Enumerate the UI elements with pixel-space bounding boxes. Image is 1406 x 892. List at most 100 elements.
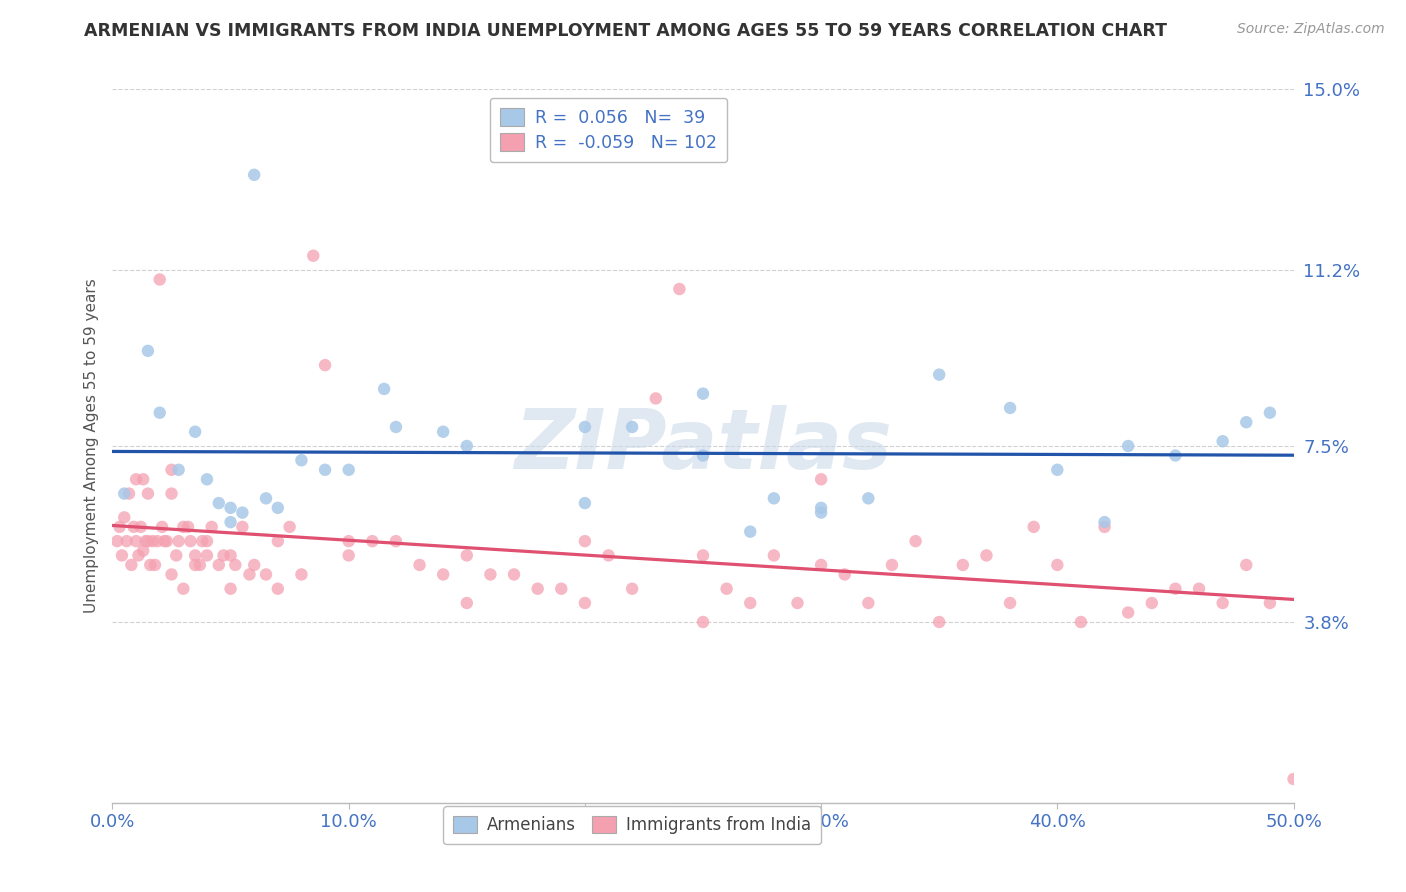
Point	[201, 520, 224, 534]
Point	[129, 520, 152, 534]
Point	[361, 534, 384, 549]
Point	[153, 534, 176, 549]
Point	[127, 549, 149, 563]
Point	[125, 534, 148, 549]
Point	[267, 500, 290, 515]
Point	[810, 558, 832, 572]
Point	[1022, 520, 1045, 534]
Point	[1164, 582, 1187, 596]
Point	[120, 558, 142, 572]
Point	[1234, 415, 1257, 429]
Point	[150, 520, 173, 534]
Text: ZIPatlas: ZIPatlas	[515, 406, 891, 486]
Point	[191, 534, 214, 549]
Point	[998, 401, 1021, 415]
Point	[1164, 449, 1187, 463]
Point	[834, 567, 856, 582]
Point	[179, 534, 201, 549]
Point	[267, 582, 290, 596]
Point	[880, 558, 903, 572]
Point	[1212, 434, 1234, 449]
Point	[337, 463, 360, 477]
Point	[1258, 596, 1281, 610]
Point	[1046, 558, 1069, 572]
Point	[160, 486, 183, 500]
Point	[456, 439, 478, 453]
Point	[231, 506, 253, 520]
Point	[177, 520, 200, 534]
Point	[337, 534, 360, 549]
Point	[208, 496, 231, 510]
Point	[858, 491, 880, 506]
Text: ARMENIAN VS IMMIGRANTS FROM INDIA UNEMPLOYMENT AMONG AGES 55 TO 59 YEARS CORRELA: ARMENIAN VS IMMIGRANTS FROM INDIA UNEMPL…	[84, 22, 1167, 40]
Point	[290, 567, 312, 582]
Point	[160, 567, 183, 582]
Point	[231, 520, 253, 534]
Point	[1282, 772, 1305, 786]
Point	[314, 463, 336, 477]
Point	[111, 549, 134, 563]
Point	[598, 549, 620, 563]
Point	[692, 386, 714, 401]
Point	[1116, 606, 1139, 620]
Point	[149, 272, 172, 286]
Point	[118, 486, 141, 500]
Point	[574, 420, 596, 434]
Point	[621, 420, 644, 434]
Point	[132, 543, 155, 558]
Y-axis label: Unemployment Among Ages 55 to 59 years: Unemployment Among Ages 55 to 59 years	[83, 278, 98, 614]
Point	[243, 168, 266, 182]
Point	[135, 534, 157, 549]
Point	[108, 520, 131, 534]
Point	[195, 549, 218, 563]
Point	[142, 534, 165, 549]
Point	[125, 472, 148, 486]
Point	[1212, 596, 1234, 610]
Point	[122, 520, 145, 534]
Point	[112, 510, 135, 524]
Point	[1188, 582, 1211, 596]
Point	[810, 500, 832, 515]
Point	[219, 582, 242, 596]
Point	[243, 558, 266, 572]
Point	[1094, 515, 1116, 529]
Point	[219, 500, 242, 515]
Point	[105, 534, 128, 549]
Point	[195, 472, 218, 486]
Point	[385, 534, 408, 549]
Point	[219, 515, 242, 529]
Point	[810, 472, 832, 486]
Point	[479, 567, 502, 582]
Point	[184, 549, 207, 563]
Point	[254, 491, 277, 506]
Point	[238, 567, 260, 582]
Point	[278, 520, 301, 534]
Point	[1094, 520, 1116, 534]
Point	[456, 596, 478, 610]
Point	[132, 472, 155, 486]
Point	[432, 425, 454, 439]
Point	[156, 534, 179, 549]
Point	[692, 615, 714, 629]
Point	[172, 520, 194, 534]
Point	[136, 343, 159, 358]
Point	[136, 534, 159, 549]
Point	[302, 249, 325, 263]
Point	[184, 425, 207, 439]
Point	[928, 368, 950, 382]
Point	[143, 558, 166, 572]
Point	[167, 463, 190, 477]
Legend: Armenians, Immigrants from India: Armenians, Immigrants from India	[443, 806, 821, 845]
Point	[716, 582, 738, 596]
Point	[928, 615, 950, 629]
Point	[456, 549, 478, 563]
Point	[149, 406, 172, 420]
Point	[574, 534, 596, 549]
Point	[385, 420, 408, 434]
Point	[762, 549, 785, 563]
Point	[1258, 406, 1281, 420]
Point	[503, 567, 526, 582]
Point	[139, 558, 162, 572]
Point	[290, 453, 312, 467]
Point	[1070, 615, 1092, 629]
